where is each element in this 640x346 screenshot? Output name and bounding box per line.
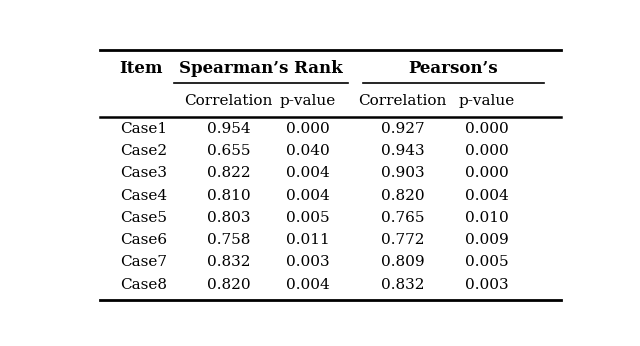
Text: Case8: Case8 — [120, 278, 166, 292]
Text: Case1: Case1 — [120, 121, 167, 136]
Text: Pearson’s: Pearson’s — [408, 60, 498, 77]
Text: 0.000: 0.000 — [286, 121, 330, 136]
Text: 0.004: 0.004 — [286, 278, 330, 292]
Text: p-value: p-value — [280, 94, 336, 108]
Text: 0.004: 0.004 — [465, 189, 509, 202]
Text: Case5: Case5 — [120, 211, 166, 225]
Text: 0.809: 0.809 — [381, 255, 424, 270]
Text: 0.003: 0.003 — [286, 255, 330, 270]
Text: 0.000: 0.000 — [465, 166, 509, 180]
Text: 0.011: 0.011 — [286, 233, 330, 247]
Text: 0.655: 0.655 — [207, 144, 250, 158]
Text: 0.820: 0.820 — [207, 278, 251, 292]
Text: 0.803: 0.803 — [207, 211, 250, 225]
Text: Case4: Case4 — [120, 189, 167, 202]
Text: 0.005: 0.005 — [286, 211, 330, 225]
Text: 0.822: 0.822 — [207, 166, 251, 180]
Text: 0.954: 0.954 — [207, 121, 251, 136]
Text: 0.810: 0.810 — [207, 189, 251, 202]
Text: Item: Item — [120, 60, 163, 77]
Text: 0.832: 0.832 — [207, 255, 250, 270]
Text: p-value: p-value — [459, 94, 515, 108]
Text: Case6: Case6 — [120, 233, 167, 247]
Text: 0.903: 0.903 — [381, 166, 424, 180]
Text: 0.040: 0.040 — [286, 144, 330, 158]
Text: 0.004: 0.004 — [286, 166, 330, 180]
Text: 0.009: 0.009 — [465, 233, 509, 247]
Text: Case3: Case3 — [120, 166, 166, 180]
Text: 0.010: 0.010 — [465, 211, 509, 225]
Text: 0.772: 0.772 — [381, 233, 424, 247]
Text: 0.000: 0.000 — [465, 121, 509, 136]
Text: Correlation: Correlation — [358, 94, 447, 108]
Text: 0.765: 0.765 — [381, 211, 424, 225]
Text: 0.005: 0.005 — [465, 255, 509, 270]
Text: 0.927: 0.927 — [381, 121, 424, 136]
Text: Correlation: Correlation — [184, 94, 273, 108]
Text: 0.943: 0.943 — [381, 144, 424, 158]
Text: 0.003: 0.003 — [465, 278, 509, 292]
Text: 0.820: 0.820 — [381, 189, 424, 202]
Text: 0.758: 0.758 — [207, 233, 250, 247]
Text: Case7: Case7 — [120, 255, 166, 270]
Text: 0.000: 0.000 — [465, 144, 509, 158]
Text: 0.004: 0.004 — [286, 189, 330, 202]
Text: Spearman’s Rank: Spearman’s Rank — [179, 60, 343, 77]
Text: Case2: Case2 — [120, 144, 167, 158]
Text: 0.832: 0.832 — [381, 278, 424, 292]
